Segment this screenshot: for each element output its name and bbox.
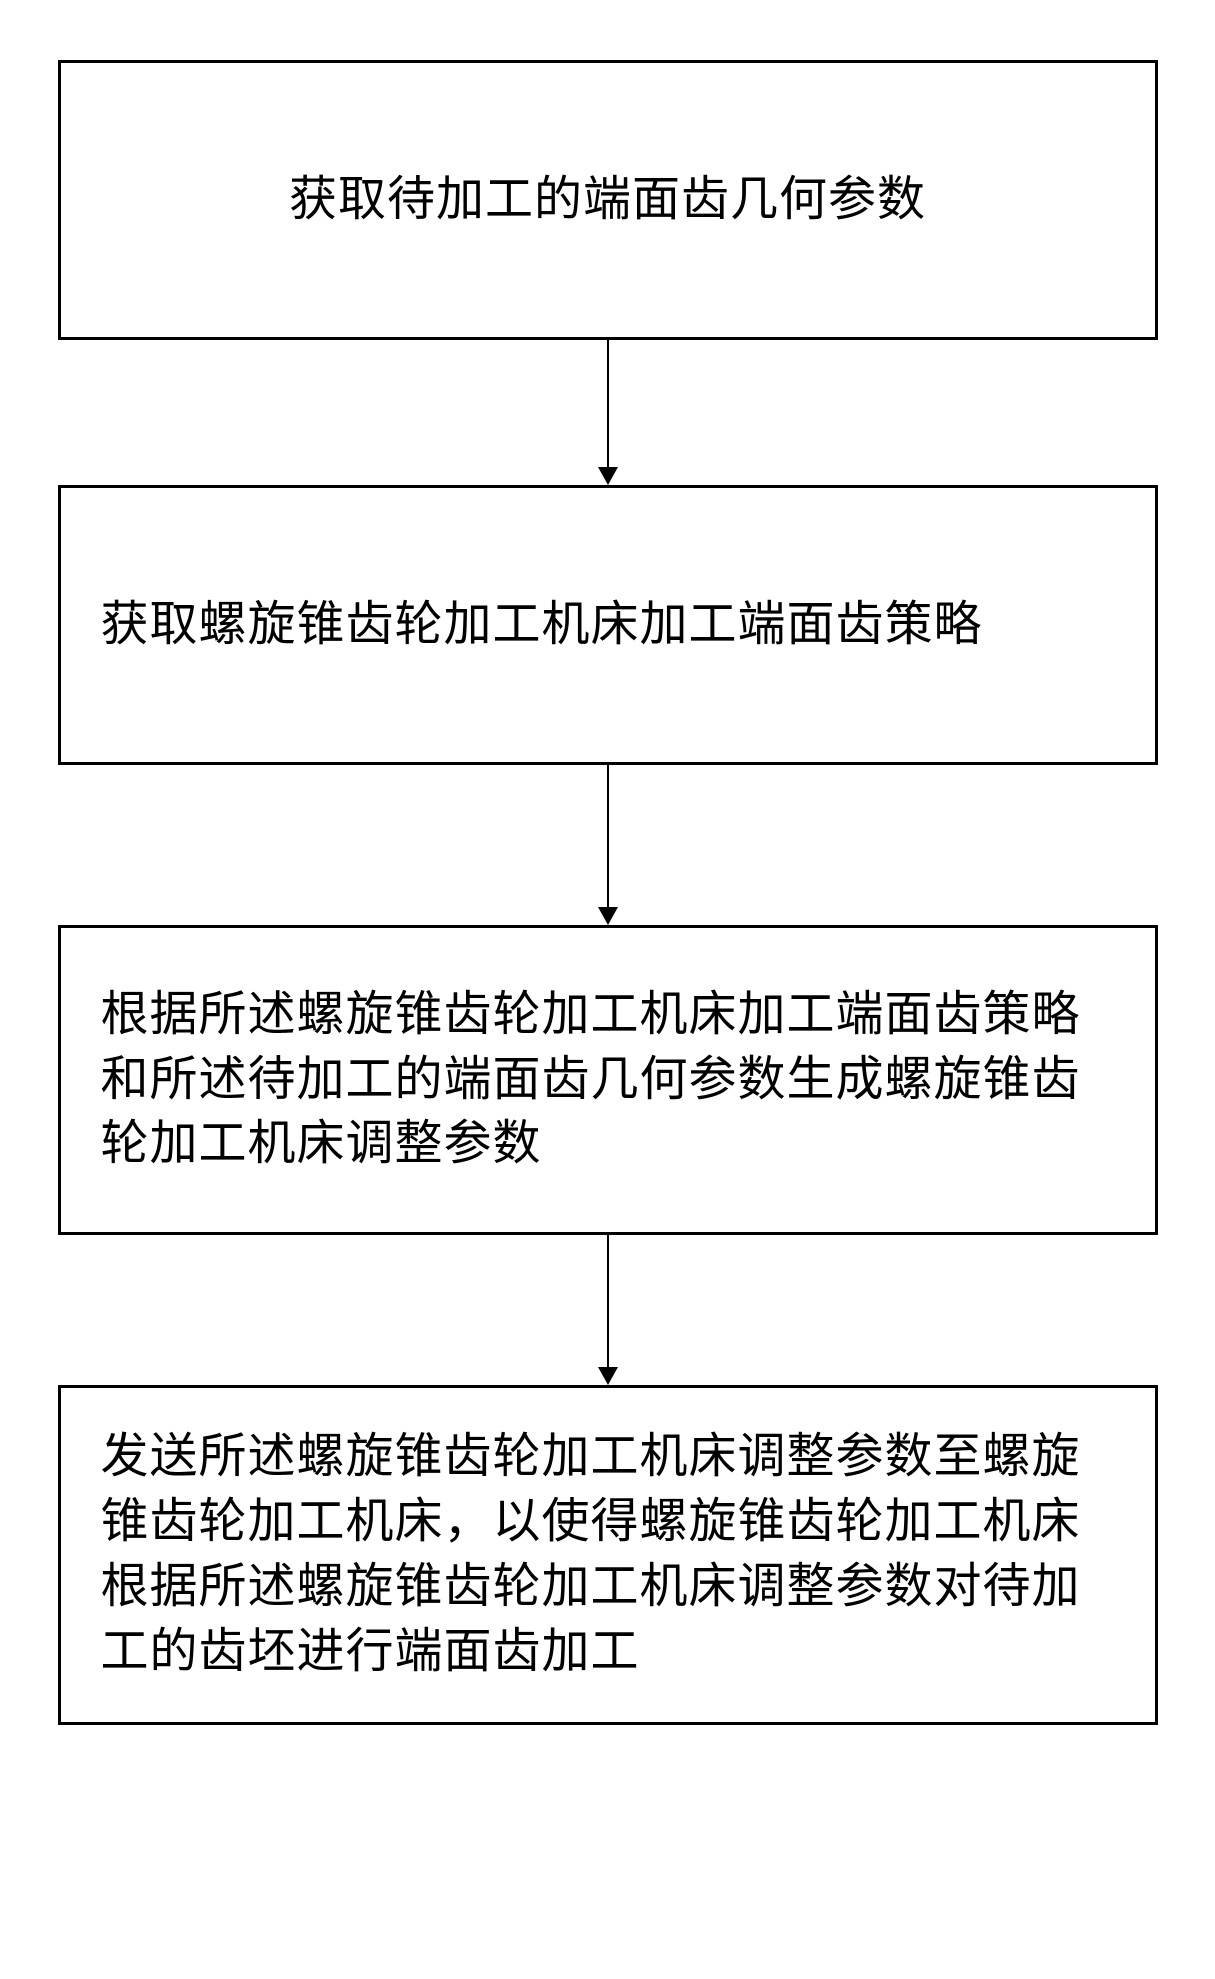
flow-node: 获取待加工的端面齿几何参数	[58, 60, 1158, 340]
flow-node: 获取螺旋锥齿轮加工机床加工端面齿策略	[58, 485, 1158, 765]
flow-arrow	[598, 1235, 618, 1385]
flow-node-text: 发送所述螺旋锥齿轮加工机床调整参数至螺旋锥齿轮加工机床，以使得螺旋锥齿轮加工机床…	[101, 1425, 1115, 1684]
flow-node: 发送所述螺旋锥齿轮加工机床调整参数至螺旋锥齿轮加工机床，以使得螺旋锥齿轮加工机床…	[58, 1385, 1158, 1725]
flow-node-text: 根据所述螺旋锥齿轮加工机床加工端面齿策略和所述待加工的端面齿几何参数生成螺旋锥齿…	[101, 983, 1115, 1177]
flow-node-text: 获取螺旋锥齿轮加工机床加工端面齿策略	[101, 593, 1115, 658]
flow-arrow	[598, 765, 618, 925]
flow-node-text: 获取待加工的端面齿几何参数	[101, 168, 1115, 233]
arrow-head-icon	[598, 1367, 618, 1385]
flow-node: 根据所述螺旋锥齿轮加工机床加工端面齿策略和所述待加工的端面齿几何参数生成螺旋锥齿…	[58, 925, 1158, 1235]
arrow-line	[607, 765, 609, 907]
arrow-head-icon	[598, 467, 618, 485]
arrow-line	[607, 1235, 609, 1367]
arrow-head-icon	[598, 907, 618, 925]
arrow-line	[607, 340, 609, 467]
flow-arrow	[598, 340, 618, 485]
